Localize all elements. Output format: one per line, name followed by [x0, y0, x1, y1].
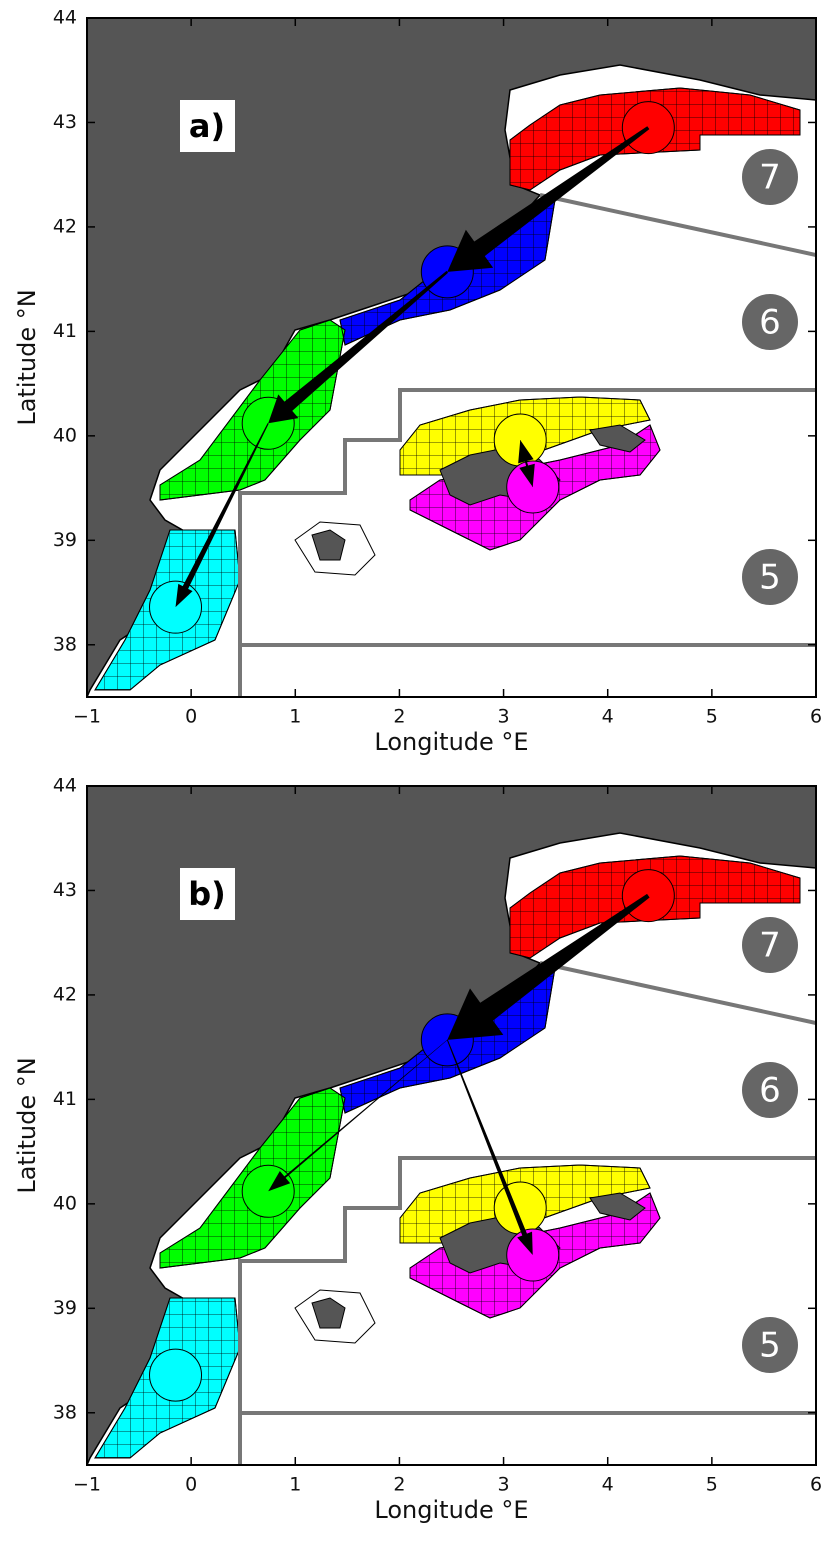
flow-arrow	[447, 893, 650, 1040]
x-tick-label: 2	[393, 706, 405, 728]
y-tick-label: 39	[53, 1297, 77, 1319]
x-tick-label: 2	[393, 1474, 405, 1496]
panel-label-box	[180, 868, 235, 920]
y-tick-label: 39	[53, 529, 77, 551]
x-tick-label: −1	[73, 1474, 101, 1496]
zone-label: 5	[759, 558, 781, 598]
x-axis-title: Longitude °E	[374, 1496, 528, 1524]
plot-frame	[86, 785, 817, 1466]
flow-arrow	[268, 1039, 448, 1192]
x-tick-label: 5	[706, 1474, 718, 1496]
y-tick-label: 42	[53, 983, 77, 1005]
x-tick-label: 1	[289, 706, 301, 728]
x-tick-label: 0	[185, 1474, 197, 1496]
zone-badge	[742, 1062, 798, 1118]
area-centroid	[149, 1348, 203, 1402]
zone-label: 7	[759, 158, 781, 198]
flow-arrow	[268, 270, 449, 424]
x-tick-label: 4	[602, 706, 614, 728]
x-tick-label: 3	[498, 1474, 510, 1496]
map-panel: 7 6 5 −1 0 1 2 3 4 5 6 38 39 40 41 42 43 44 Longitude °E La…	[13, 7, 822, 757]
x-tick-label: 4	[602, 1474, 614, 1496]
x-tick-label: 6	[810, 1474, 822, 1496]
plot-frame	[86, 17, 817, 698]
flow-arrow	[446, 1039, 533, 1256]
y-axis-title: Latitude °N	[13, 1057, 41, 1193]
zone-label: 5	[759, 1326, 781, 1366]
panel-label-box	[180, 100, 235, 152]
y-tick-label: 42	[53, 215, 77, 237]
y-tick-label: 40	[53, 424, 77, 446]
y-tick-label: 43	[53, 879, 77, 901]
x-tick-label: 1	[289, 1474, 301, 1496]
y-tick-label: 40	[53, 1192, 77, 1214]
zone-label: 6	[759, 1071, 781, 1111]
flow-arrow	[518, 440, 534, 488]
zone-badge	[742, 294, 798, 350]
zone-badge	[742, 1317, 798, 1373]
y-tick-label: 44	[53, 7, 77, 29]
zone-label: 7	[759, 926, 781, 966]
zone-badge	[742, 917, 798, 973]
panel-label: b)	[188, 875, 226, 913]
flow-arrow	[447, 126, 650, 272]
y-tick-label: 38	[53, 1401, 77, 1423]
y-tick-label: 38	[53, 633, 77, 655]
zone-badge	[742, 549, 798, 605]
y-tick-label: 44	[53, 775, 77, 797]
x-axis-title: Longitude °E	[374, 728, 528, 756]
x-tick-label: 5	[706, 706, 718, 728]
x-tick-label: 0	[185, 706, 197, 728]
x-tick-label: 6	[810, 706, 822, 728]
y-tick-label: 41	[53, 1088, 77, 1110]
y-axis-title: Latitude °N	[13, 289, 41, 425]
flow-arrow	[175, 423, 269, 608]
y-tick-label: 41	[53, 320, 77, 342]
panel-label: a)	[189, 107, 225, 145]
map-panel: 7 6 5 −1 0 1 2 3 4 5 6 38 39 40 41 42 43 44 Longitude °E La…	[13, 775, 822, 1525]
x-tick-label: 3	[498, 706, 510, 728]
zone-badge	[742, 149, 798, 205]
x-tick-label: −1	[73, 706, 101, 728]
area-centroid	[621, 869, 675, 923]
zone-label: 6	[759, 303, 781, 343]
y-tick-label: 43	[53, 111, 77, 133]
